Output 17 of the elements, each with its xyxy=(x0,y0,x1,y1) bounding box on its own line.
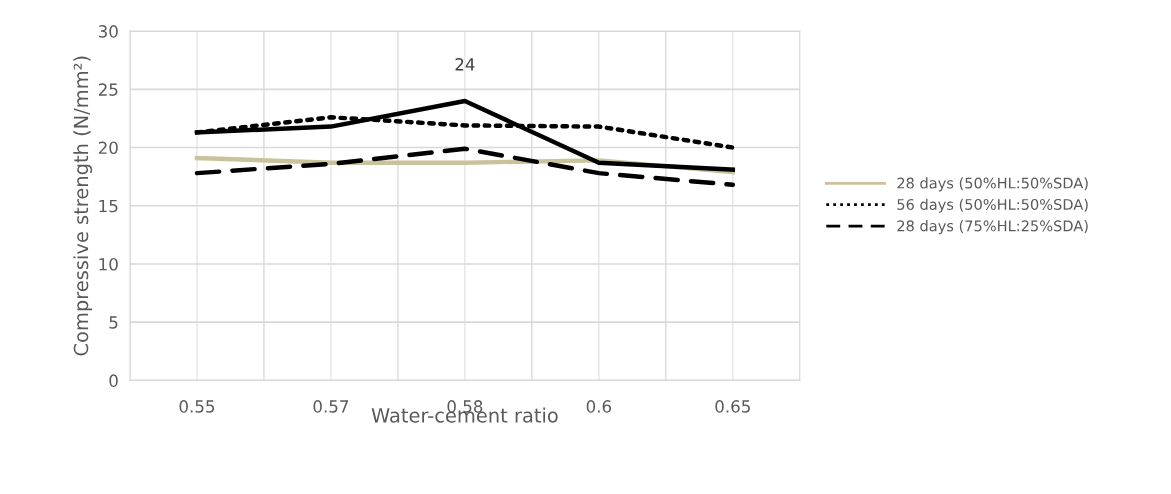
y-tick-label: 10 xyxy=(99,257,118,271)
x-tick-label: 0.6 xyxy=(586,400,612,413)
line-series xyxy=(194,146,736,188)
y-tick-label: 0 xyxy=(109,374,118,387)
legend-label: 28 days (75%HL:25%SDA) xyxy=(897,220,1088,235)
legend-label: 56 days (50%HL:50%SDA) xyxy=(897,198,1088,213)
y-axis-title: Compressive strength (N/mm²) xyxy=(73,56,93,356)
x-tick-label: 0.65 xyxy=(715,400,750,413)
y-tick-label: 30 xyxy=(98,25,118,38)
x-tick-label: 0.57 xyxy=(313,400,349,413)
legend-label: 28 days (50%HL:50%SDA) xyxy=(897,177,1088,192)
annotation: 24 xyxy=(455,58,475,71)
y-tick-label: 25 xyxy=(98,83,118,96)
x-tick-label: 0.55 xyxy=(179,400,215,413)
y-tick-label: 20 xyxy=(98,141,118,155)
y-tick-label: 15 xyxy=(99,199,118,213)
y-tick-label: 5 xyxy=(109,316,118,329)
